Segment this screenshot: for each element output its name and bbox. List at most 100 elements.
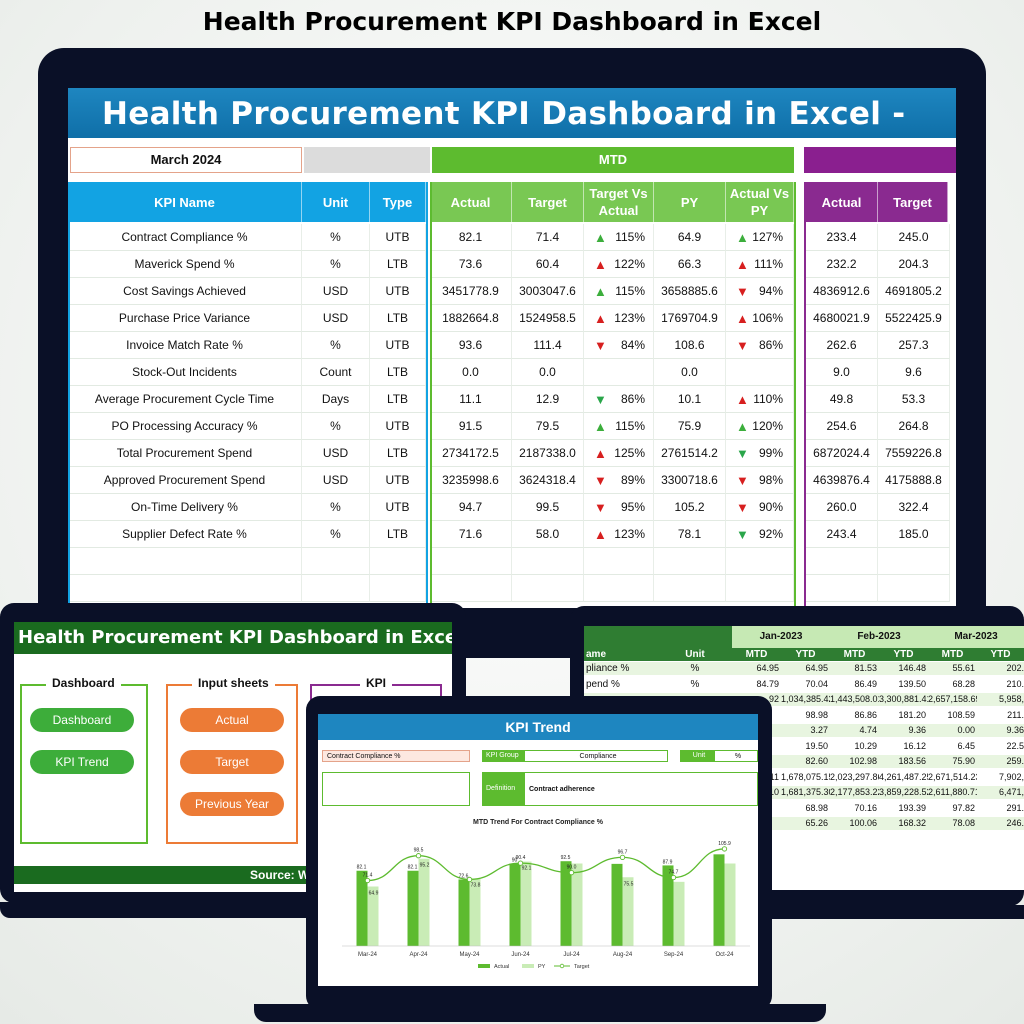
- sheet-value: 86.86: [830, 708, 879, 722]
- mtd-actual-cell-value: 91.5: [458, 419, 483, 433]
- actual-vs-py-cell-value: 110%: [753, 392, 783, 406]
- type-cell: UTB: [370, 224, 426, 251]
- sheet-unit: %: [658, 662, 732, 675]
- mtd-py-cell-value: 75.9: [677, 419, 702, 433]
- ytd-actual-cell: 262.6: [806, 332, 878, 359]
- kpi-name-cell: Cost Savings Achieved: [68, 278, 302, 305]
- empty-cell: [68, 548, 302, 575]
- dashboard-button[interactable]: Dashboard: [30, 708, 134, 732]
- kpi-name-cell-value: Contract Compliance %: [121, 230, 248, 244]
- actual-vs-py-cell: ▲ 127%: [726, 224, 794, 251]
- unit-cell: USD: [302, 440, 370, 467]
- sheet-value: 98.98: [781, 708, 830, 722]
- main-dashboard-screen: Health Procurement KPI Dashboard in Exce…: [68, 88, 956, 608]
- empty-cell: [878, 575, 950, 602]
- target-point: [415, 853, 422, 859]
- mtd-target-cell-value: 79.5: [535, 419, 560, 433]
- type-cell: UTB: [370, 332, 426, 359]
- target-sheet-button[interactable]: Target: [180, 750, 284, 774]
- actual-vs-py-cell: ▲ 111%: [726, 251, 794, 278]
- mtd-actual-cell: 93.6: [430, 332, 512, 359]
- bar-actual: [611, 863, 623, 946]
- arrow-up-icon: ▲: [594, 230, 607, 245]
- data-label-py: 64.9: [369, 891, 379, 897]
- kpi-name-cell-value: Purchase Price Variance: [118, 311, 251, 325]
- data-label-actual: 90: [512, 858, 518, 864]
- sheet-value: 3.27: [781, 724, 830, 737]
- kpi-row: Approved Procurement Spend USD UTB 3235998.…: [68, 467, 956, 494]
- mtd-py-cell-value: 1769704.9: [661, 311, 718, 325]
- arrow-up-icon: ▲: [594, 284, 607, 299]
- mtd-actual-cell-value: 93.6: [458, 338, 483, 352]
- home-title: Health Procurement KPI Dashboard in Exce…: [14, 622, 452, 654]
- empty-row: [68, 548, 956, 575]
- mtd-target-cell: 99.5: [512, 494, 584, 521]
- kpi-name-cell-value: Total Procurement Spend: [116, 446, 253, 460]
- sheet-value: 108.59: [928, 708, 977, 722]
- sheet-value: 4,261,487.25: [879, 770, 928, 784]
- month-selector[interactable]: March 2024: [70, 147, 302, 173]
- kpi-trend-button[interactable]: KPI Trend: [30, 750, 134, 774]
- ytd-target-cell-value: 9.6: [905, 365, 922, 379]
- sheet-value: 84.79: [732, 677, 781, 691]
- sheet-value: 146.48: [879, 662, 928, 675]
- bar-py: [673, 881, 685, 946]
- kpi-name-cell: PO Processing Accuracy %: [68, 413, 302, 440]
- target-point: [670, 874, 677, 881]
- mtd-py-cell: 3300718.6: [654, 467, 726, 494]
- empty-cell: [726, 575, 794, 602]
- ytd-actual-cell: 4680021.9: [806, 305, 878, 332]
- ytd-target-cell-value: 257.3: [898, 338, 929, 352]
- kpi-name-cell-value: Approved Procurement Spend: [103, 473, 266, 487]
- sub-mtd-mar: MTD: [928, 648, 977, 661]
- mtd-actual-cell: 1882664.8: [430, 305, 512, 332]
- sheet-value: 139.50: [879, 677, 928, 691]
- unit-cell-value: USD: [322, 473, 349, 487]
- unit-cell: USD: [302, 467, 370, 494]
- mtd-target-cell: 71.4: [512, 224, 584, 251]
- input-sheets-panel-head: Input sheets: [192, 676, 275, 690]
- arrow-up-icon: ▲: [594, 257, 607, 272]
- mtd-actual-cell: 3451778.9: [430, 278, 512, 305]
- ytd-target-cell: 204.3: [878, 251, 950, 278]
- dashboard-panel-head: Dashboard: [46, 676, 121, 690]
- actual-sheet-button[interactable]: Actual: [180, 708, 284, 732]
- actual-vs-py-cell: ▲ 106%: [726, 305, 794, 332]
- mtd-py-cell-value: 2761514.2: [661, 446, 718, 460]
- mtd-py-cell-value: 78.1: [677, 527, 702, 541]
- sheet-value: 3,859,228.52: [879, 786, 928, 799]
- sheet-kpi-name: pliance %: [584, 662, 658, 675]
- ytd-target-cell: 9.6: [878, 359, 950, 386]
- ytd-target-cell: 185.0: [878, 521, 950, 548]
- target-vs-actual-cell-value: 115%: [615, 284, 645, 298]
- sheet-value: 291.: [977, 801, 1024, 815]
- mtd-target-cell: 12.9: [512, 386, 584, 413]
- data-label-actual: 72.6: [459, 873, 469, 879]
- ytd-target-cell: 4691805.2: [878, 278, 950, 305]
- kpi-row: Cost Savings Achieved USD UTB 3451778.9 3003…: [68, 278, 956, 305]
- kpi-select[interactable]: Contract Compliance %: [322, 750, 470, 762]
- unit-cell-value: %: [330, 500, 341, 514]
- ytd-actual-cell: 260.0: [806, 494, 878, 521]
- previous-year-button[interactable]: Previous Year: [180, 792, 284, 816]
- mtd-py-cell-value: 0.0: [681, 365, 698, 379]
- kpi-name-cell: Average Procurement Cycle Time: [68, 386, 302, 413]
- sheet-value: 86.49: [830, 677, 879, 691]
- bar-py: [571, 863, 583, 946]
- sheet-value: 210.: [977, 677, 1024, 691]
- unit-cell-value: %: [330, 527, 341, 541]
- kpi-group-value: Compliance: [524, 750, 668, 762]
- sheet-value: 97.82: [928, 801, 977, 815]
- kpi-row: PO Processing Accuracy %% UTB 91.5 79.5 ▲ 115…: [68, 413, 956, 440]
- kpi-name-cell-value: Average Procurement Cycle Time: [94, 392, 275, 406]
- actual-vs-py-cell-value: 106%: [752, 311, 783, 325]
- dashboard-banner: Health Procurement KPI Dashboard in Exce…: [68, 88, 956, 184]
- mtd-py-cell-value: 64.9: [677, 230, 702, 244]
- mtd-target-cell: 3003047.6: [512, 278, 584, 305]
- mtd-py-cell: 108.6: [654, 332, 726, 359]
- mtd-actual-cell: 73.6: [430, 251, 512, 278]
- ytd-actual-cell-value: 254.6: [826, 419, 857, 433]
- target-vs-actual-cell: ▼ 95%: [584, 494, 654, 521]
- month-jan: Jan-2023: [732, 626, 830, 648]
- sheet-value: 81.53: [830, 662, 879, 675]
